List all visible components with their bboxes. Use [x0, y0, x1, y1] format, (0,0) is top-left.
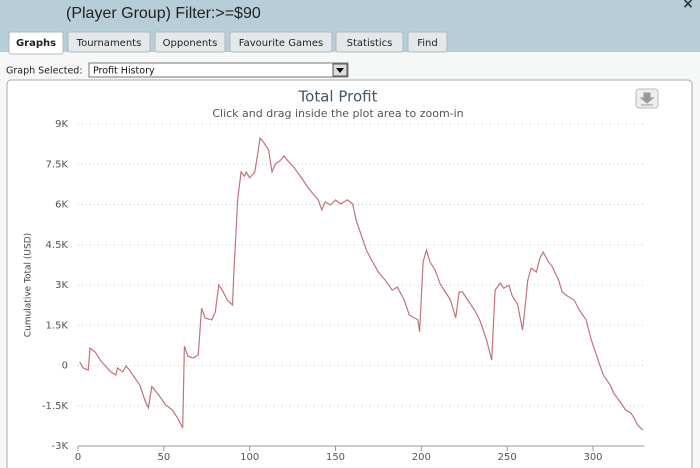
graph-select[interactable]: [88, 62, 349, 78]
chart-panel: [6, 79, 693, 468]
chart-subtitle: Click and drag inside the plot area to z…: [212, 107, 463, 120]
x-tick-label: 50: [157, 452, 170, 463]
tab-label: Find: [417, 38, 438, 49]
y-tick-label: 4.5K: [46, 240, 69, 251]
export-icon: [639, 92, 655, 106]
tab[interactable]: [154, 31, 226, 53]
chart-title: Total Profit: [298, 88, 378, 106]
tab[interactable]: [335, 31, 404, 53]
graph-select-value: Profit History: [93, 66, 155, 77]
tab[interactable]: [8, 31, 64, 55]
select-arrow: [336, 68, 344, 73]
tab-label: Tournaments: [76, 38, 142, 49]
tab[interactable]: [229, 31, 333, 53]
tab-label: Statistics: [347, 38, 393, 49]
y-tick-label: 7.5K: [46, 159, 69, 170]
y-tick-label: 3K: [55, 280, 68, 291]
profit-line: [79, 136, 644, 431]
tab-label: Opponents: [163, 38, 218, 49]
graph-select-label: Graph Selected:: [6, 66, 83, 77]
tab-label: Graphs: [16, 38, 56, 49]
tab[interactable]: [407, 31, 448, 53]
window-title: (Player Group) Filter:>=$90: [66, 5, 261, 22]
y-tick-label: 9K: [55, 119, 68, 130]
tab-label: Favourite Games: [239, 38, 323, 49]
close-button[interactable]: ×: [682, 0, 694, 12]
y-tick-label: 1.5K: [46, 320, 69, 331]
y-tick-label: 0: [62, 361, 68, 372]
x-tick-label: 0: [75, 452, 81, 463]
y-tick-label: -1.5K: [42, 401, 69, 412]
x-tick-label: 100: [240, 452, 259, 463]
y-axis-label: Cumulative Total (USD): [24, 233, 34, 337]
x-tick-label: 250: [498, 452, 517, 463]
x-tick-label: 300: [583, 452, 602, 463]
x-tick-label: 200: [412, 452, 431, 463]
x-tick-label: 150: [326, 452, 345, 463]
y-tick-label: -3K: [51, 441, 68, 452]
tab[interactable]: [67, 31, 151, 53]
y-tick-label: 6K: [55, 200, 68, 211]
